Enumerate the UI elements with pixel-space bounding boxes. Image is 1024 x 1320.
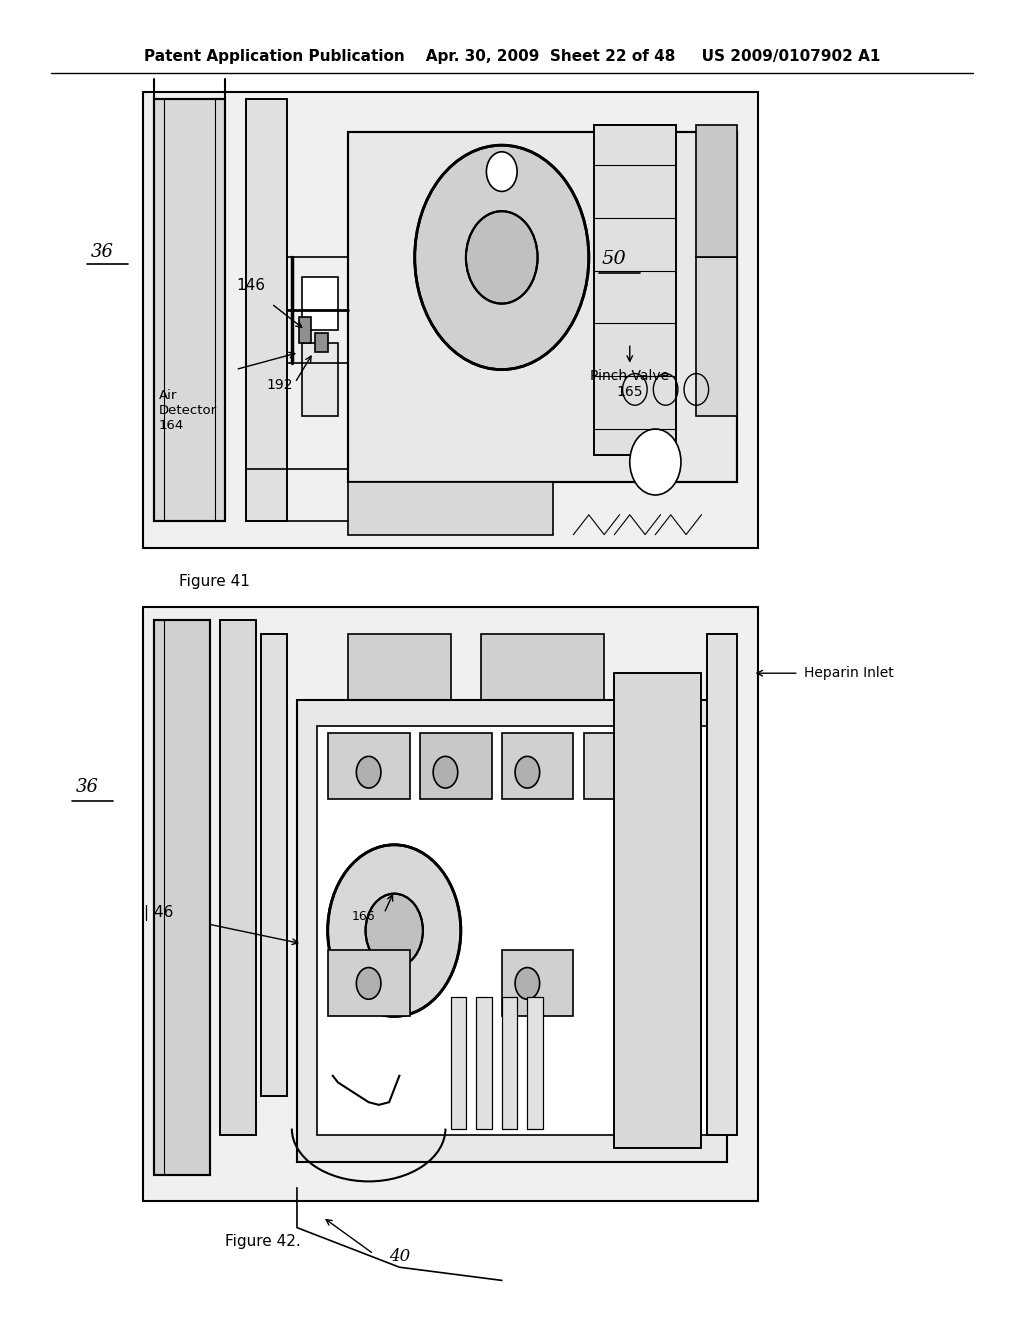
Bar xyxy=(614,673,701,1148)
Bar xyxy=(328,733,410,799)
Bar xyxy=(246,99,287,521)
Circle shape xyxy=(515,756,540,788)
Bar xyxy=(299,317,311,343)
Circle shape xyxy=(366,894,423,968)
Bar xyxy=(261,634,287,1096)
Bar xyxy=(502,997,517,1129)
Bar xyxy=(696,257,737,416)
Bar xyxy=(451,997,466,1129)
Text: 36: 36 xyxy=(76,777,98,796)
Circle shape xyxy=(356,968,381,999)
Bar xyxy=(302,277,338,330)
Circle shape xyxy=(466,211,538,304)
Bar xyxy=(348,132,737,482)
Circle shape xyxy=(415,145,589,370)
Bar xyxy=(594,125,676,455)
Bar xyxy=(143,92,758,548)
Bar xyxy=(584,733,650,799)
Text: Heparin Inlet: Heparin Inlet xyxy=(804,667,894,680)
Text: 36: 36 xyxy=(91,243,114,261)
Text: 40: 40 xyxy=(389,1247,410,1265)
Circle shape xyxy=(358,647,420,726)
Text: 192: 192 xyxy=(266,379,293,392)
Bar xyxy=(317,726,707,1135)
Bar xyxy=(154,620,210,1175)
Text: 166: 166 xyxy=(351,909,376,923)
Bar xyxy=(348,482,553,535)
Bar xyxy=(154,99,225,521)
Bar xyxy=(143,607,758,1201)
Bar xyxy=(527,997,543,1129)
Text: Patent Application Publication    Apr. 30, 2009  Sheet 22 of 48     US 2009/0107: Patent Application Publication Apr. 30, … xyxy=(143,49,881,65)
Circle shape xyxy=(515,968,540,999)
Bar xyxy=(297,700,727,1162)
Bar xyxy=(502,733,573,799)
Bar xyxy=(154,99,225,521)
Bar xyxy=(594,125,676,455)
Text: Pinch Valve
165: Pinch Valve 165 xyxy=(590,368,670,399)
Bar xyxy=(707,634,737,1135)
Bar xyxy=(481,634,604,713)
Text: Air
Detector
164: Air Detector 164 xyxy=(159,389,217,433)
Text: 146: 146 xyxy=(237,279,265,293)
Bar xyxy=(476,997,492,1129)
Text: | 46: | 46 xyxy=(144,906,173,921)
Bar xyxy=(614,673,701,1148)
Circle shape xyxy=(356,756,381,788)
Circle shape xyxy=(630,429,681,495)
Text: Figure 41: Figure 41 xyxy=(179,574,250,589)
Bar xyxy=(696,125,737,257)
Bar xyxy=(261,634,287,1096)
Bar xyxy=(476,997,492,1129)
Bar xyxy=(502,950,573,1016)
Circle shape xyxy=(497,640,568,733)
Bar xyxy=(154,620,210,1175)
Bar xyxy=(348,634,451,713)
Bar xyxy=(348,132,737,482)
Bar xyxy=(451,997,466,1129)
Bar xyxy=(315,333,328,352)
Bar xyxy=(707,634,737,1135)
Bar xyxy=(502,997,517,1129)
Bar xyxy=(420,733,492,799)
Bar xyxy=(220,620,256,1135)
Bar xyxy=(527,997,543,1129)
Circle shape xyxy=(433,756,458,788)
Text: 50: 50 xyxy=(602,249,627,268)
Bar xyxy=(302,343,338,416)
Circle shape xyxy=(328,845,461,1016)
Text: Figure 42.: Figure 42. xyxy=(225,1234,301,1249)
Circle shape xyxy=(486,152,517,191)
Bar xyxy=(328,950,410,1016)
Bar xyxy=(220,620,256,1135)
Bar xyxy=(246,99,287,521)
